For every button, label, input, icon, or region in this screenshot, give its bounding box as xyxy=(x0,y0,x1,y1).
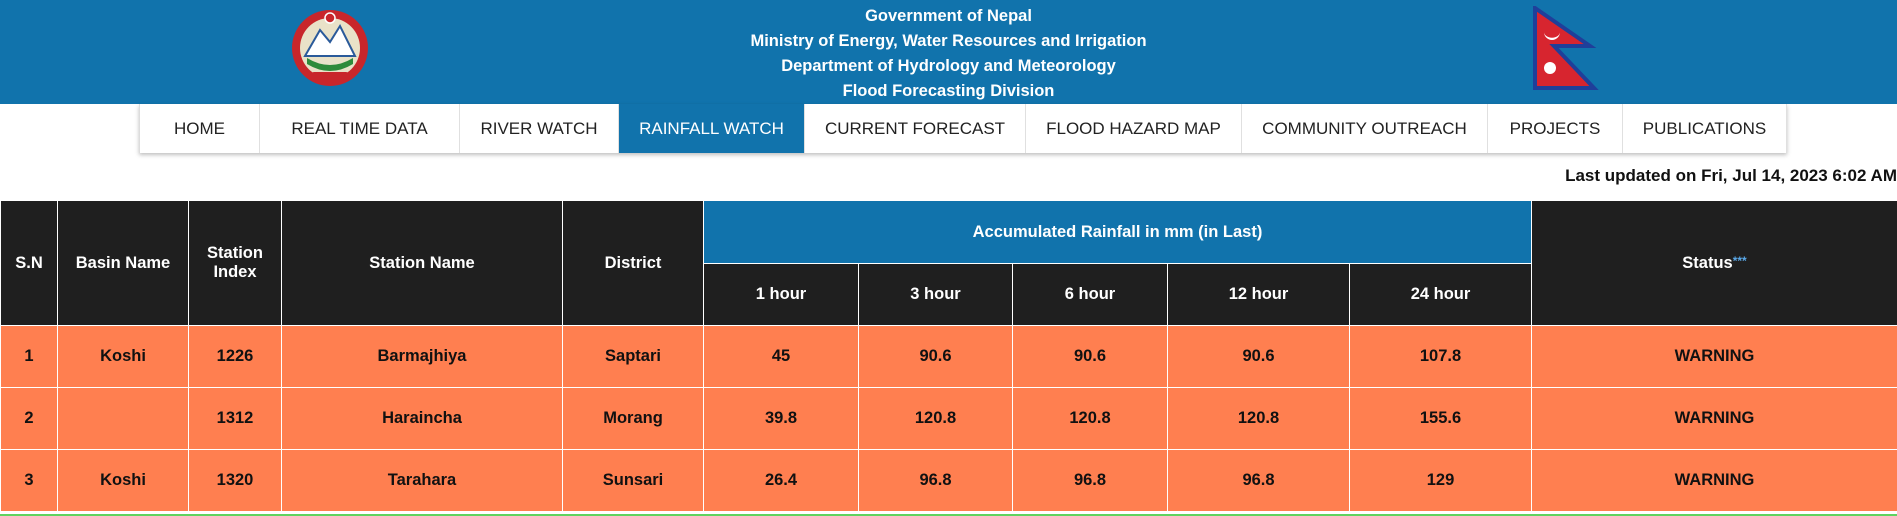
cell-1-hour: 26.4 xyxy=(703,449,859,512)
header-title-block: Government of Nepal Ministry of Energy, … xyxy=(0,0,1897,104)
header-line-ministry: Ministry of Energy, Water Resources and … xyxy=(750,32,1147,50)
header-station-name: Station Name xyxy=(281,200,563,326)
cell-station-index: 1226 xyxy=(188,325,282,388)
cell-status: WARNING xyxy=(1531,325,1897,388)
nav-flood-hazard-map[interactable]: FLOOD HAZARD MAP xyxy=(1026,104,1242,153)
header-line-department: Department of Hydrology and Meteorology xyxy=(781,57,1116,75)
table-row: 3 Koshi 1320 Tarahara Sunsari 26.4 96.8 … xyxy=(0,449,1897,512)
cell-24-hour: 107.8 xyxy=(1348,325,1533,388)
nav-rainfall-watch[interactable]: RAINFALL WATCH xyxy=(619,104,805,153)
cell-station-name: Haraincha xyxy=(281,387,563,450)
cell-station-index: 1320 xyxy=(188,449,282,512)
table-row: 2 1312 Haraincha Morang 39.8 120.8 120.8… xyxy=(0,387,1897,450)
cell-12-hour: 90.6 xyxy=(1167,325,1350,388)
nav-home[interactable]: HOME xyxy=(140,104,260,153)
nav-river-watch[interactable]: RIVER WATCH xyxy=(460,104,619,153)
cell-3-hour: 96.8 xyxy=(858,449,1013,512)
header-24-hour: 24 hour xyxy=(1348,263,1533,326)
header-line-division: Flood Forecasting Division xyxy=(842,82,1055,100)
rainfall-table: S.N Basin Name Station Index Station Nam… xyxy=(0,200,1897,512)
header-sn: S.N xyxy=(0,200,58,326)
cell-basin: Koshi xyxy=(57,325,189,388)
nepal-flag-icon xyxy=(1533,6,1599,90)
next-row-edge xyxy=(0,514,1897,516)
header-district: District xyxy=(562,200,704,326)
cell-district: Morang xyxy=(562,387,704,450)
cell-24-hour: 155.6 xyxy=(1348,387,1533,450)
cell-6-hour: 90.6 xyxy=(1012,325,1168,388)
cell-district: Sunsari xyxy=(562,449,704,512)
nav-real-time-data[interactable]: REAL TIME DATA xyxy=(260,104,460,153)
site-header: Government of Nepal Ministry of Energy, … xyxy=(0,0,1897,104)
nav-projects[interactable]: PROJECTS xyxy=(1488,104,1623,153)
cell-1-hour: 39.8 xyxy=(703,387,859,450)
main-nav: HOME REAL TIME DATA RIVER WATCH RAINFALL… xyxy=(139,104,1787,153)
header-3-hour: 3 hour xyxy=(858,263,1013,326)
cell-district: Saptari xyxy=(562,325,704,388)
cell-3-hour: 90.6 xyxy=(858,325,1013,388)
header-basin-name: Basin Name xyxy=(57,200,189,326)
cell-status: WARNING xyxy=(1531,449,1897,512)
cell-3-hour: 120.8 xyxy=(858,387,1013,450)
header-status-label: Status xyxy=(1682,253,1733,272)
header-6-hour: 6 hour xyxy=(1012,263,1168,326)
cell-basin xyxy=(57,387,189,450)
table-row: 1 Koshi 1226 Barmajhiya Saptari 45 90.6 … xyxy=(0,325,1897,388)
cell-6-hour: 96.8 xyxy=(1012,449,1168,512)
nav-publications[interactable]: PUBLICATIONS xyxy=(1623,104,1787,153)
header-station-index: Station Index xyxy=(188,200,282,326)
last-updated-text: Last updated on Fri, Jul 14, 2023 6:02 A… xyxy=(1565,166,1897,185)
cell-sn: 2 xyxy=(0,387,58,450)
cell-12-hour: 96.8 xyxy=(1167,449,1350,512)
cell-status: WARNING xyxy=(1531,387,1897,450)
cell-basin: Koshi xyxy=(57,449,189,512)
cell-station-name: Tarahara xyxy=(281,449,563,512)
cell-12-hour: 120.8 xyxy=(1167,387,1350,450)
header-accumulated-rainfall: Accumulated Rainfall in mm (in Last) xyxy=(702,200,1533,264)
nepal-emblem-icon xyxy=(292,10,368,86)
cell-1-hour: 45 xyxy=(703,325,859,388)
cell-6-hour: 120.8 xyxy=(1012,387,1168,450)
header-status: Status*** xyxy=(1531,200,1897,326)
nav-community-outreach[interactable]: COMMUNITY OUTREACH xyxy=(1242,104,1488,153)
nav-current-forecast[interactable]: CURRENT FORECAST xyxy=(805,104,1026,153)
cell-station-name: Barmajhiya xyxy=(281,325,563,388)
header-line-government: Government of Nepal xyxy=(865,7,1032,25)
cell-sn: 3 xyxy=(0,449,58,512)
header-12-hour: 12 hour xyxy=(1167,263,1350,326)
header-1-hour: 1 hour xyxy=(703,263,859,326)
cell-sn: 1 xyxy=(0,325,58,388)
cell-24-hour: 129 xyxy=(1348,449,1533,512)
cell-station-index: 1312 xyxy=(188,387,282,450)
status-footnote-mark: *** xyxy=(1732,253,1747,268)
